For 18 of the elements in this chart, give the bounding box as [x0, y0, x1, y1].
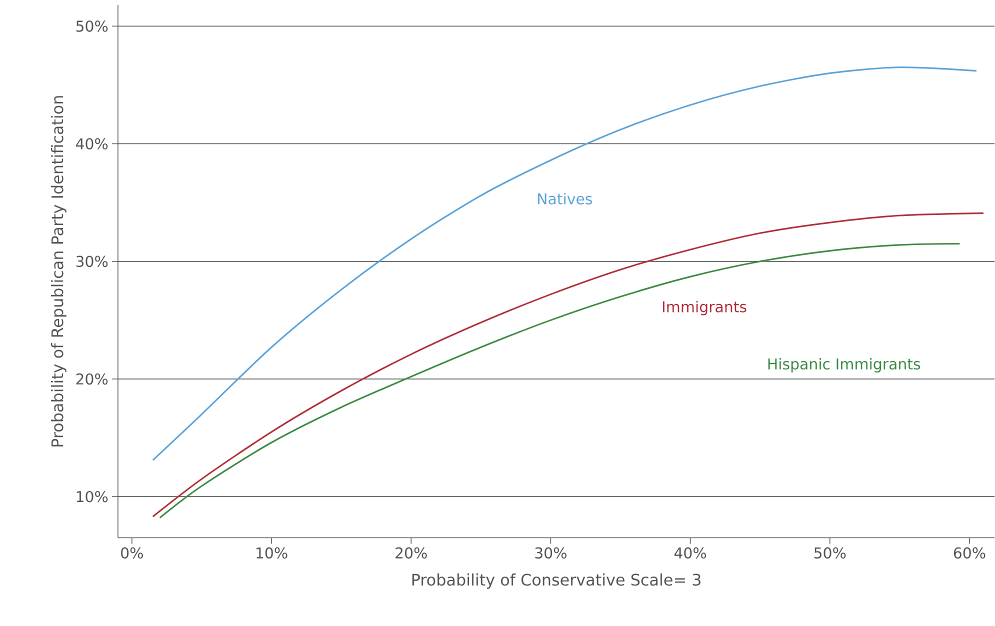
series-label: Natives	[538, 193, 592, 205]
text: Immigrants	[662, 300, 746, 316]
x-tick-label: 40%	[674, 547, 706, 559]
x-tick-label: 20%	[396, 547, 427, 559]
y-tick-label: 40%	[76, 138, 108, 150]
x-tick-label: 0%	[121, 547, 143, 559]
x-tick-label: 10%	[256, 547, 288, 559]
y-tick-label: 30%	[76, 256, 108, 268]
y-tick-label: 20%	[76, 373, 108, 385]
x-tick-label: 30%	[535, 547, 566, 559]
x-tick-label: 50%	[814, 547, 846, 559]
y-axis-title: Probability of Republican Party Identification	[50, 96, 66, 447]
line-series	[152, 66, 978, 462]
y-tick-label: 10%	[76, 491, 108, 502]
x-tick-label: 60%	[954, 547, 986, 559]
text: Hispanic Immigrants	[768, 358, 920, 373]
x-axis-title: Probability of Conservative Scale= 3	[412, 574, 700, 589]
y-tick-label: 50%	[76, 20, 108, 32]
